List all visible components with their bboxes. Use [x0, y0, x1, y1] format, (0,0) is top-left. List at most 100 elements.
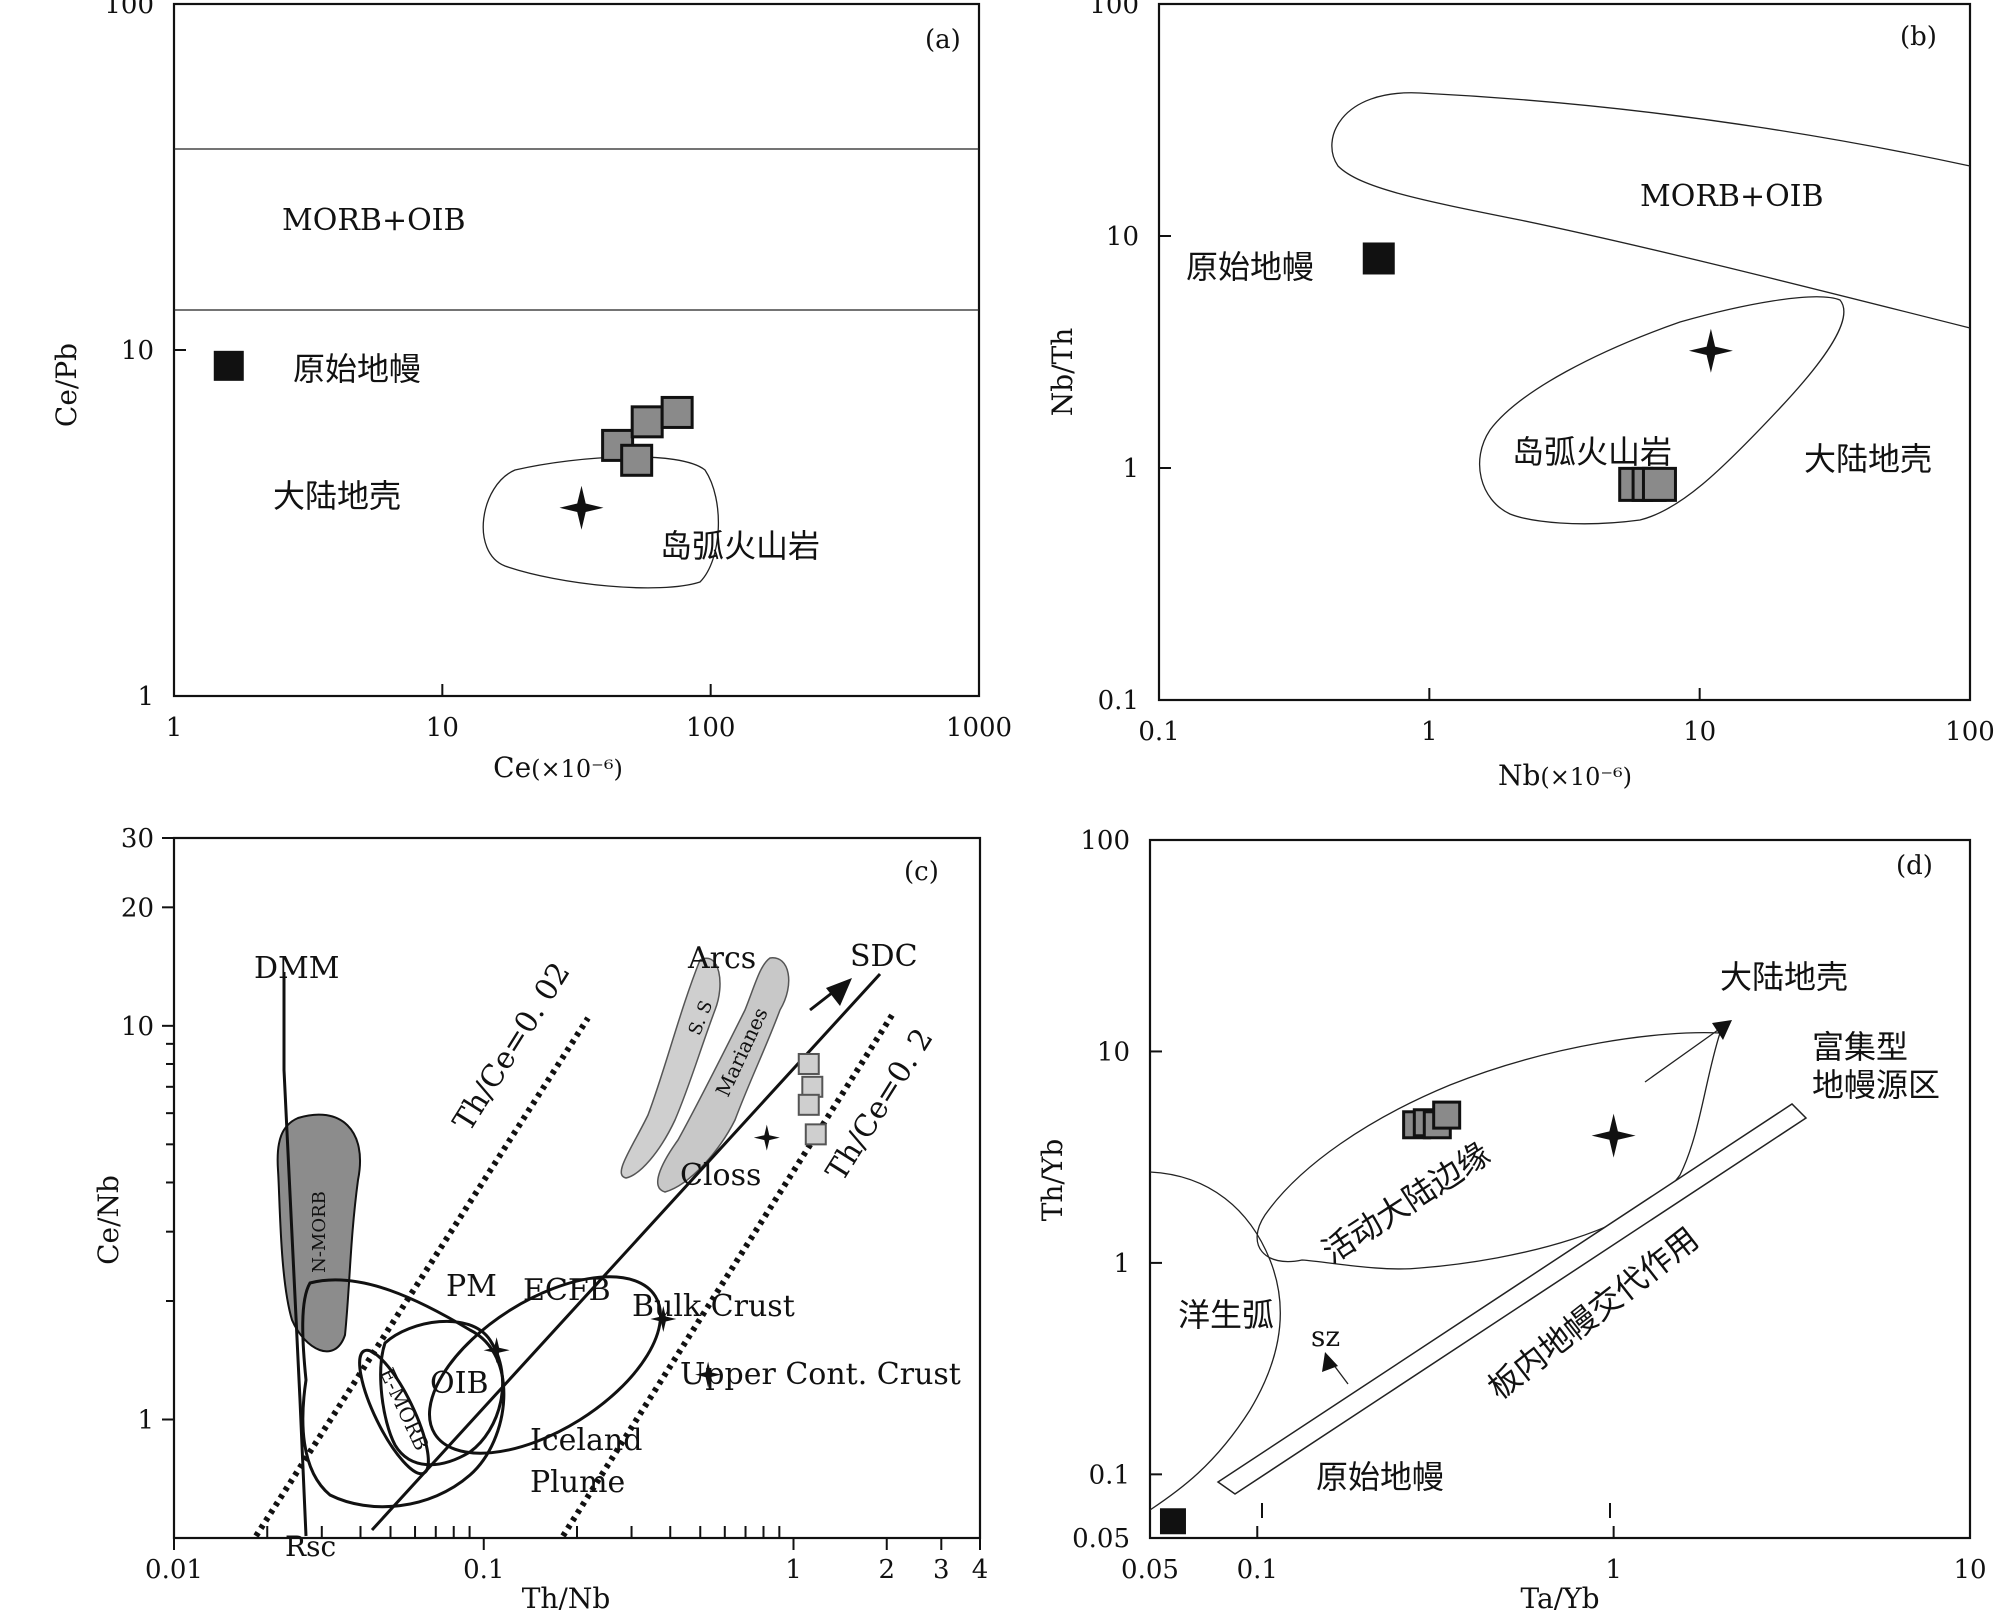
- panel-d-wpm-band: [1216, 1103, 1808, 1495]
- panel-d-oceanic-arc-boundary: [1149, 1171, 1281, 1511]
- panel-a-sample-marker: [630, 405, 664, 439]
- panel-c-dmm-label: DMM: [254, 951, 340, 986]
- panel-c-label: (c): [904, 857, 939, 887]
- panel-a-primitive-mantle-marker: [213, 350, 244, 381]
- panel-b-x-tick-label: 0.1: [1138, 717, 1179, 747]
- panel-b-marks: [1362, 242, 1733, 502]
- panel-c-star-marker: [650, 1306, 677, 1332]
- panel-d-y-tick-label: 10: [1097, 1037, 1130, 1067]
- panel-c-plume-label: Plume: [530, 1465, 625, 1500]
- panel-c-n-morb-label: N-MORB: [309, 1191, 330, 1273]
- panel-a-star-marker: [559, 485, 604, 530]
- panel-d-active-margin-label: 活动大陆边缘: [1315, 1135, 1497, 1271]
- panel-a-x-tick-label: 10: [426, 713, 459, 743]
- panel-c-x-tick-label: 2: [878, 1555, 895, 1585]
- panel-d-crust-arrow-shaft: [1644, 1029, 1719, 1083]
- panel-d-y-tick-label: 100: [1080, 826, 1130, 856]
- panel-c-y-tick-label: 30: [121, 824, 154, 854]
- panel-c-y-label: Ce/Nb: [92, 1175, 125, 1265]
- panel-b-x-tick-label: 1: [1421, 717, 1438, 747]
- panel-b-continental-crust-label: 大陆地壳: [1804, 440, 1932, 478]
- panel-c-x-tick-label: 3: [933, 1555, 950, 1585]
- panel-c-iceland-label: Iceland: [530, 1423, 642, 1458]
- panel-c-sample-marker: [797, 1052, 820, 1075]
- panel-d-sz-arrowhead: [1322, 1352, 1338, 1372]
- panel-b-y-tick-label: 1: [1122, 454, 1139, 484]
- panel-a-ticks: 1 10 100 1000 1 10 100: [104, 0, 1012, 743]
- panel-c-minor-ticks: [166, 1042, 781, 1538]
- svg-text:Ce(×10⁻⁶): Ce(×10⁻⁶): [493, 751, 623, 784]
- panel-d-enriched-label-1: 富集型: [1812, 1028, 1908, 1066]
- panel-b-x-tick-label: 100: [1945, 717, 1995, 747]
- panel-b-morb-oib-label: MORB+OIB: [1640, 179, 1824, 214]
- panel-c-ucc-label: Upper Cont. Crust: [680, 1357, 961, 1392]
- panel-c-ss-field: [620, 957, 721, 1179]
- panel-a-morb-oib-label: MORB+OIB: [282, 203, 466, 238]
- panel-c-ecfb-field: [427, 1275, 663, 1455]
- panel-c-oib-label: OIB: [430, 1366, 489, 1401]
- panel-b-label: (b): [1900, 22, 1937, 52]
- panel-d-crust-arrowhead: [1712, 1020, 1732, 1040]
- panel-b-x-unit: (×10⁻⁶): [1540, 763, 1632, 791]
- panel-b-frame: [1157, 2, 1972, 702]
- panel-c-y-tick-label: 10: [121, 1012, 154, 1042]
- panel-a-label: (a): [925, 25, 961, 55]
- panel-c-thce-02-label: Th/Ce=0. 2: [819, 1023, 940, 1188]
- panel-d-enriched-label-2: 地幔源区: [1812, 1066, 1940, 1104]
- panel-c-rsc-label: Rsc: [285, 1530, 336, 1563]
- panel-b-x-tick-label: 10: [1683, 717, 1716, 747]
- panel-d-primitive-mantle-marker: [1159, 1508, 1186, 1535]
- panel-d-primitive-mantle-label: 原始地幔: [1316, 1458, 1444, 1496]
- panel-c-sdc-arrowhead: [826, 978, 852, 1006]
- panel-c-x-label: Th/Nb: [522, 1582, 611, 1610]
- panel-a-island-arc-label: 岛弧火山岩: [660, 527, 820, 565]
- panel-c-x-tick-label: 4: [972, 1555, 989, 1585]
- panel-d-y-tick-label: 1: [1113, 1249, 1130, 1279]
- panel-b-ticks: 0.1 1 10 100 0.1 1 10 100: [1089, 0, 1994, 747]
- panel-c-iceland-plume-field: [301, 1278, 506, 1509]
- panel-d: 0.05 0.1 1 10 0.05 0.1 1 10 100 (d) 大陆地壳 富集型 地幔源…: [1036, 826, 1987, 1610]
- panel-c-y-tick-label: 1: [137, 1405, 154, 1435]
- panel-c-oib-field: [379, 1319, 505, 1467]
- panel-c-thce-002-label: Th/Ce=0. 02: [446, 956, 577, 1137]
- panel-c-x-tick-label: 0.01: [145, 1555, 203, 1585]
- panel-d-y-tick-label: 0.05: [1072, 1524, 1130, 1554]
- panel-b-y-label: Nb/Th: [1046, 328, 1079, 417]
- panel-d-star-marker: [1591, 1113, 1636, 1158]
- panel-c-sdc-trend: [370, 972, 882, 1532]
- panel-c-star-marker: [753, 1124, 780, 1151]
- panel-a-x-unit: (×10⁻⁶): [531, 755, 623, 783]
- panel-d-marks: [1159, 1100, 1636, 1535]
- panel-c-marianes-field: [656, 957, 790, 1193]
- panel-a-x-tick-label: 1: [166, 713, 183, 743]
- panel-a-y-tick-label: 100: [104, 0, 154, 20]
- panel-a-x-label: Ce: [493, 751, 531, 784]
- panel-b: 0.1 1 10 100 0.1 1 10 100 (b) MORB+OIB 原始地幔 岛弧火…: [1046, 0, 1995, 792]
- panel-c-sdc-label: SDC: [850, 939, 918, 974]
- panel-a-sample-marker: [620, 443, 654, 477]
- panel-a-sample-marker: [660, 395, 694, 429]
- panel-c-sample-marker: [797, 1093, 820, 1116]
- panel-d-ticks: 0.05 0.1 1 10 0.05 0.1 1 10 100: [1072, 826, 1986, 1585]
- panel-c-n-morb-field: [276, 1113, 361, 1353]
- panel-d-sample-marker: [1432, 1100, 1462, 1130]
- panel-c-star-marker: [695, 1361, 722, 1388]
- panel-d-oceanic-arc-label: 洋生弧: [1178, 1296, 1274, 1334]
- panel-c-pm-label: PM: [446, 1269, 497, 1304]
- panel-d-x-label: Ta/Yb: [1520, 1582, 1599, 1610]
- panel-d-frame: [1148, 838, 1972, 1540]
- panel-b-primitive-mantle-marker: [1362, 242, 1395, 275]
- panel-b-y-tick-label: 100: [1089, 0, 1139, 20]
- panel-a-primitive-mantle-label: 原始地幔: [293, 350, 421, 388]
- panel-c-ticks: 0.01 0.1 1 2 3 4 1 10 20 30: [121, 824, 988, 1585]
- svg-text:Nb(×10⁻⁶): Nb(×10⁻⁶): [1498, 759, 1632, 792]
- panel-b-morb-oib-field: [1331, 92, 1971, 329]
- panel-d-sz-label: sz: [1311, 1320, 1340, 1353]
- panel-b-island-arc-label: 岛弧火山岩: [1512, 433, 1672, 471]
- panel-a-marks: [213, 350, 694, 530]
- panel-c-sample-marker: [801, 1075, 824, 1098]
- panel-b-y-tick-label: 0.1: [1098, 686, 1139, 716]
- panel-c-thce-002-line: [253, 1016, 591, 1538]
- panel-c-sample-marker: [804, 1123, 827, 1146]
